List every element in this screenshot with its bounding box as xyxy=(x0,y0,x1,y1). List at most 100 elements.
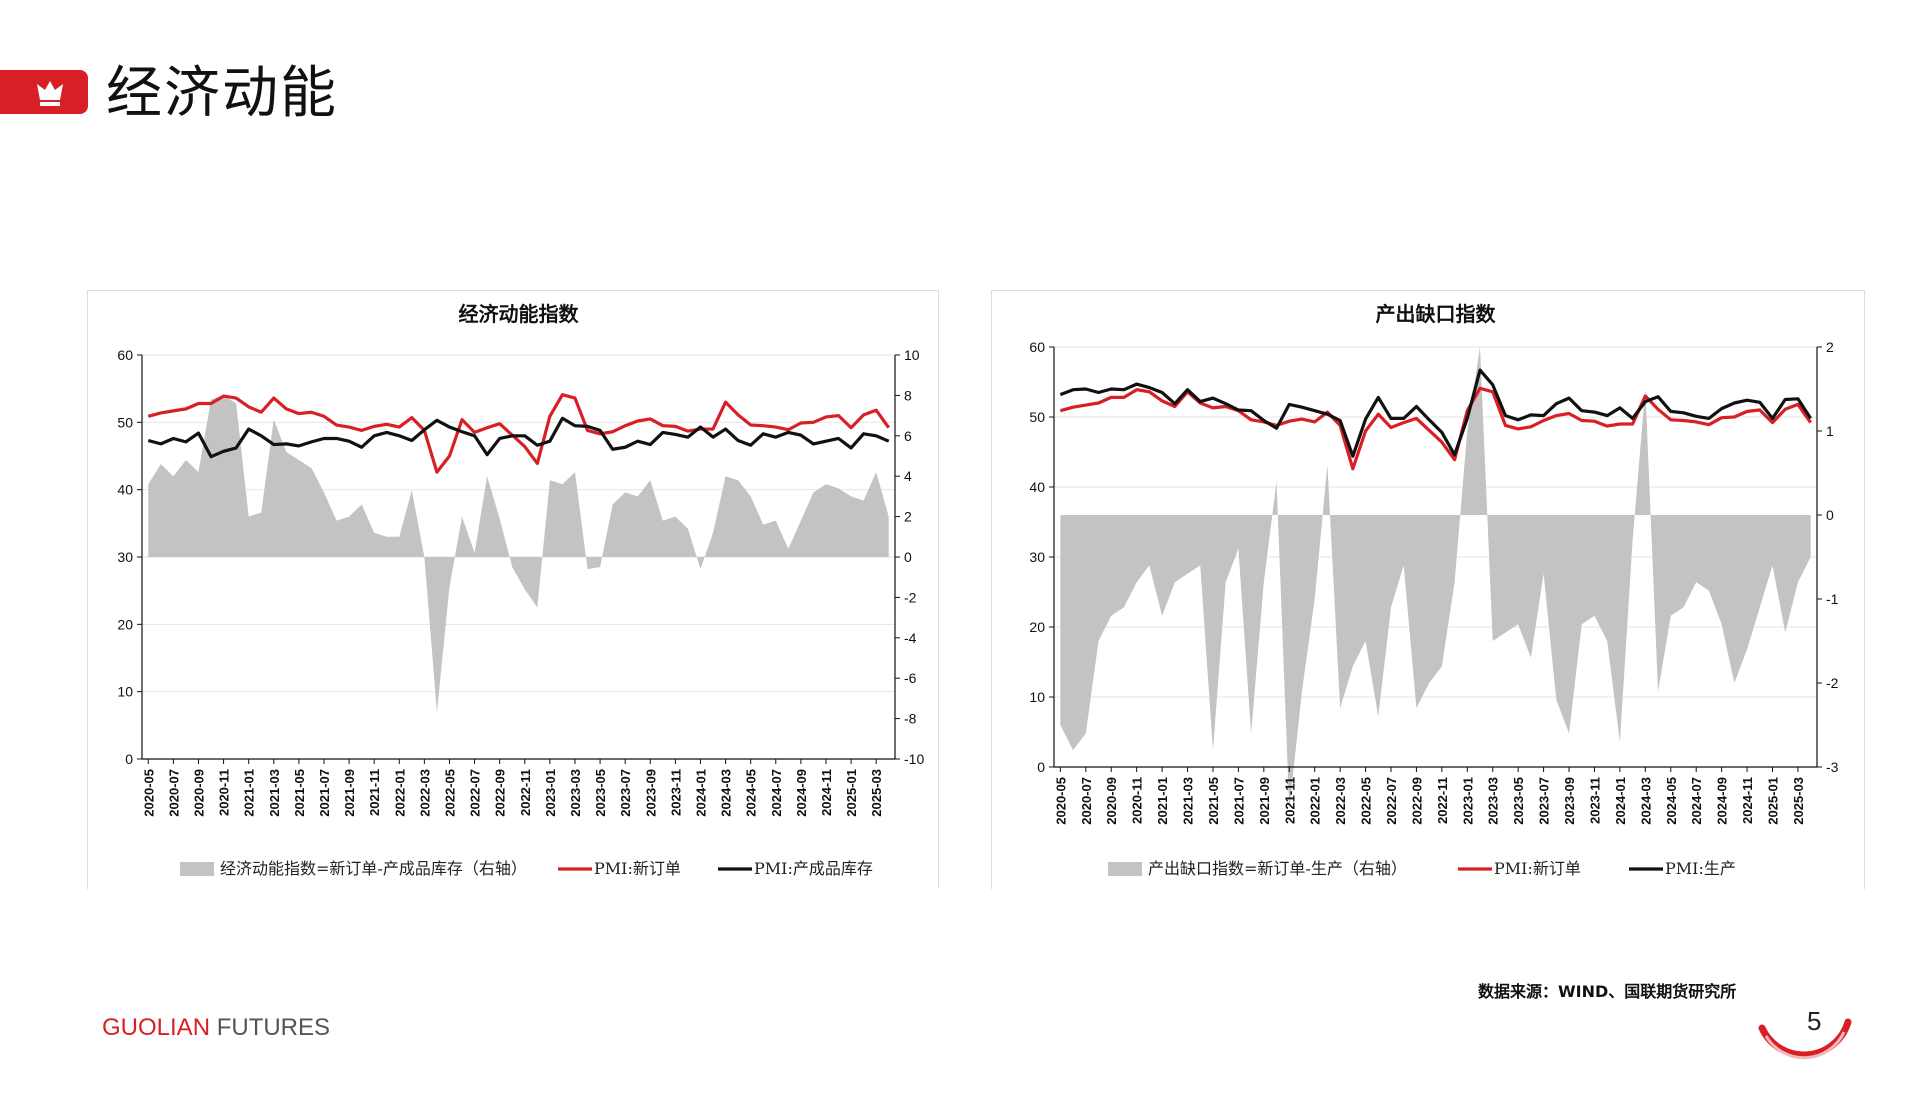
x-tick-label: 2021-07 xyxy=(1231,777,1246,825)
x-tick-label: 2023-11 xyxy=(668,769,683,816)
right-tick-label: -8 xyxy=(904,711,917,727)
x-tick-label: 2023-01 xyxy=(1460,777,1475,825)
x-tick-label: 2024-11 xyxy=(1740,777,1755,824)
brand-name-gray: FUTURES xyxy=(210,1014,331,1041)
area-series-gap-index xyxy=(1060,347,1811,809)
x-tick-label: 2024-07 xyxy=(1689,777,1704,825)
left-tick-label: 10 xyxy=(1029,689,1045,705)
x-tick-label: 2024-03 xyxy=(719,769,734,817)
x-tick-label: 2021-03 xyxy=(1181,777,1196,825)
left-tick-label: 0 xyxy=(1037,759,1045,775)
x-tick-label: 2020-09 xyxy=(1104,777,1119,825)
right-tick-label: -2 xyxy=(904,589,917,605)
x-tick-label: 2023-05 xyxy=(593,769,608,817)
x-tick-label: 2022-03 xyxy=(1333,777,1348,825)
economic-momentum-chart: 经济动能指数 0 10 20 30 40 50 60 -10 -8 -6 -4 -2 0 2 4 6 8 10 202… xyxy=(117,302,924,878)
legend-swatch-area xyxy=(1108,862,1142,876)
legend-label: PMI:新订单 xyxy=(594,859,681,878)
x-tick-label: 2023-07 xyxy=(1537,777,1552,825)
x-tick-label: 2022-11 xyxy=(518,769,533,816)
x-tick-label: 2020-07 xyxy=(166,769,181,817)
x-tick-label: 2022-11 xyxy=(1435,777,1450,824)
left-tick-label: 50 xyxy=(1029,409,1045,425)
x-tick-label: 2025-03 xyxy=(869,769,884,817)
brand-logo-text: GUOLIAN FUTURES xyxy=(102,1014,330,1042)
x-tick-label: 2020-11 xyxy=(1130,777,1145,824)
x-tick-label: 2022-07 xyxy=(468,769,483,817)
x-tick-label: 2021-09 xyxy=(1257,777,1272,825)
left-tick-label: 30 xyxy=(1029,549,1045,565)
x-tick-label: 2021-05 xyxy=(292,769,307,817)
x-tick-label: 2023-03 xyxy=(1486,777,1501,825)
right-tick-label: 8 xyxy=(904,387,912,403)
data-source-note: 数据来源：WIND、国联期货研究所 xyxy=(1478,982,1737,1001)
x-tick-label: 2023-11 xyxy=(1587,777,1602,824)
x-tick-label: 2023-01 xyxy=(543,769,558,817)
x-tick-label: 2023-09 xyxy=(1562,777,1577,825)
x-tick-label: 2022-01 xyxy=(392,769,407,817)
line-series-second xyxy=(1059,368,1812,458)
x-tick-label: 2022-09 xyxy=(1409,777,1424,825)
right-tick-label: -6 xyxy=(904,670,917,686)
x-tick-label: 2021-01 xyxy=(1155,777,1170,825)
legend-label: 产出缺口指数=新订单-生产（右轴） xyxy=(1148,859,1407,878)
right-tick-label: -3 xyxy=(1826,759,1839,775)
left-tick-label: 30 xyxy=(117,549,133,565)
x-tick-label: 2022-05 xyxy=(1359,777,1374,825)
chart-title: 经济动能指数 xyxy=(459,302,580,326)
x-tick-label: 2024-01 xyxy=(1613,777,1628,825)
page-arc-icon xyxy=(1758,1018,1852,1060)
x-tick-label: 2023-03 xyxy=(568,769,583,817)
x-tick-label: 2024-09 xyxy=(794,769,809,817)
page-header: 经济动能 xyxy=(0,0,1919,140)
legend-label: PMI:产成品库存 xyxy=(754,859,873,878)
page-title: 经济动能 xyxy=(106,61,338,126)
x-tick-label: 2024-05 xyxy=(1664,777,1679,825)
right-tick-label: 0 xyxy=(904,549,912,565)
chart-panel-output-gap: 产出缺口指数 0 10 20 30 40 50 60 -3 -2 -1 0 1 2 2020-05 2020-… xyxy=(991,290,1865,889)
x-tick-label: 2020-09 xyxy=(191,769,206,817)
left-tick-label: 60 xyxy=(117,347,133,363)
output-gap-chart: 产出缺口指数 0 10 20 30 40 50 60 -3 -2 -1 0 1 2 2020-05 2020-… xyxy=(1029,302,1839,878)
x-tick-label: 2024-09 xyxy=(1715,777,1730,825)
x-tick-label: 2021-09 xyxy=(342,769,357,817)
x-tick-label: 2020-05 xyxy=(1053,777,1068,825)
line-series-new-orders xyxy=(147,393,891,474)
right-tick-label: -2 xyxy=(1826,675,1839,691)
left-tick-label: 0 xyxy=(125,751,133,767)
right-tick-label: 10 xyxy=(904,347,920,363)
x-tick-label: 2021-11 xyxy=(1282,777,1297,824)
x-tick-label: 2025-03 xyxy=(1791,777,1806,825)
x-tick-label: 2023-09 xyxy=(643,769,658,817)
line-series-second xyxy=(147,416,890,459)
x-tick-label: 2022-05 xyxy=(442,769,457,817)
right-tick-label: -10 xyxy=(904,751,924,767)
x-tick-label: 2023-05 xyxy=(1511,777,1526,825)
chart-panel-economic-momentum: 经济动能指数 0 10 20 30 40 50 60 -10 -8 -6 -4 -2 0 2 4 6 8 10 202… xyxy=(87,290,939,889)
chart-title: 产出缺口指数 xyxy=(1376,302,1497,326)
legend-swatch-area xyxy=(180,862,214,876)
x-tick-label: 2024-03 xyxy=(1638,777,1653,825)
x-tick-label: 2021-01 xyxy=(242,769,257,817)
x-tick-label: 2025-01 xyxy=(1765,777,1780,825)
x-tick-label: 2025-01 xyxy=(844,769,859,817)
x-tick-label: 2022-03 xyxy=(417,769,432,817)
legend-label: PMI:生产 xyxy=(1665,859,1736,878)
right-tick-label: 2 xyxy=(904,509,912,525)
x-tick-label: 2024-01 xyxy=(693,769,708,817)
x-tick-label: 2024-07 xyxy=(769,769,784,817)
x-tick-label: 2021-11 xyxy=(367,769,382,816)
right-tick-label: 1 xyxy=(1826,423,1834,439)
x-tick-label: 2022-07 xyxy=(1384,777,1399,825)
x-tick-label: 2020-11 xyxy=(217,769,232,816)
right-tick-label: 6 xyxy=(904,428,912,444)
crown-badge xyxy=(0,70,88,114)
x-tick-label: 2024-11 xyxy=(819,769,834,816)
left-tick-label: 20 xyxy=(117,616,133,632)
legend-label: 经济动能指数=新订单-产成品库存（右轴） xyxy=(220,859,527,878)
x-tick-label: 2023-07 xyxy=(618,769,633,817)
right-tick-label: 2 xyxy=(1826,339,1834,355)
x-tick-label: 2022-01 xyxy=(1308,777,1323,825)
x-tick-label: 2021-05 xyxy=(1206,777,1221,825)
area-series-gap-index xyxy=(148,395,889,713)
